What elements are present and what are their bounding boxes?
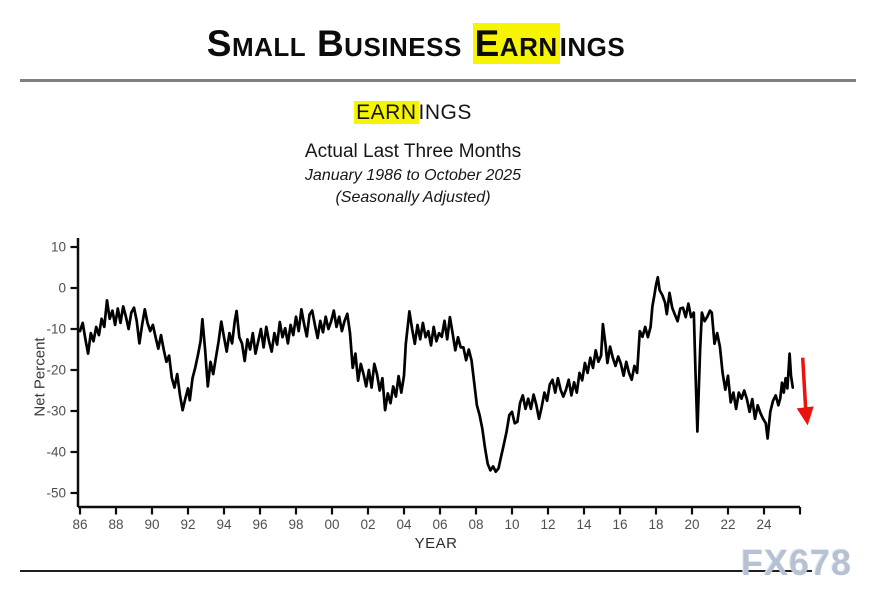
x-tick-label: 20 <box>684 517 699 532</box>
x-tick-label: 06 <box>432 517 447 532</box>
chart-subtitle: Actual Last Three Months <box>304 141 522 162</box>
x-tick-label: 16 <box>612 517 627 532</box>
x-tick-label: 18 <box>648 517 663 532</box>
y-tick-label: -40 <box>46 445 66 460</box>
x-tick-label: 86 <box>72 517 87 532</box>
down-arrow-shaft <box>800 357 808 410</box>
x-tick-label: 24 <box>756 517 772 532</box>
watermark: FX678 <box>741 542 853 583</box>
x-tick-label: 94 <box>216 517 232 532</box>
x-tick-label: 14 <box>576 517 592 532</box>
y-tick-label: 10 <box>51 240 66 255</box>
y-tick-label: 0 <box>58 281 66 296</box>
x-tick-label: 00 <box>324 517 339 532</box>
x-tick-label: 90 <box>144 517 159 532</box>
x-tick-label: 96 <box>252 517 267 532</box>
y-tick-label: -10 <box>46 322 66 337</box>
title-text-post: ings <box>559 23 626 64</box>
x-tick-label: 10 <box>504 517 519 532</box>
chart-adjustment-note: (Seasonally Adjusted) <box>335 189 491 206</box>
x-tick-label: 98 <box>288 517 303 532</box>
chart-date-range: January 1986 to October 2025 <box>304 167 522 184</box>
title-text-pre: Small Business <box>206 23 473 64</box>
earnings-series-line <box>78 275 795 474</box>
x-tick-label: 92 <box>180 517 195 532</box>
x-tick-label: 02 <box>360 517 375 532</box>
chart-heading: EARNINGS <box>0 101 876 125</box>
chart-heading-highlighted-text: EARN <box>354 101 419 124</box>
title-divider-rule <box>20 79 856 82</box>
x-tick-label: 88 <box>108 517 123 532</box>
down-arrow-head <box>796 406 814 426</box>
x-tick-label: 08 <box>468 517 483 532</box>
x-tick-label: 04 <box>396 517 412 532</box>
footer-divider-rule <box>20 570 812 572</box>
y-tick-label: -20 <box>46 363 66 378</box>
y-tick-label: -30 <box>46 404 66 419</box>
y-tick-label: -50 <box>46 486 66 501</box>
title-highlighted-text: Earn <box>472 23 560 64</box>
y-axis-title: Net Percent <box>31 337 49 417</box>
x-tick-label: 12 <box>540 517 555 532</box>
chart-heading-text-post: INGS <box>418 101 472 124</box>
x-tick-label: 22 <box>720 517 735 532</box>
x-axis-title: YEAR <box>414 535 458 552</box>
page-title: Small Business Earnings <box>0 23 876 65</box>
